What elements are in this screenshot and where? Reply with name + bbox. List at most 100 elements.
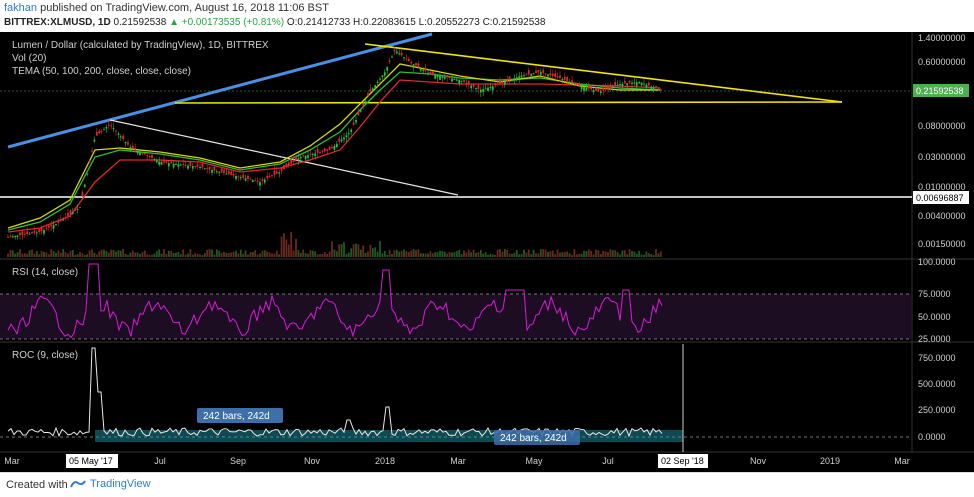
- candle-body: [57, 220, 60, 223]
- candle-body: [117, 133, 120, 135]
- candle-body: [88, 162, 91, 164]
- tema-yellow-line: [7, 63, 660, 229]
- volume-bar: [525, 252, 528, 257]
- candle-body: [299, 156, 302, 159]
- candle-body: [537, 69, 540, 73]
- candle-body: [292, 160, 295, 162]
- chart-area[interactable]: Lumen / Dollar (calculated by TradingVie…: [0, 32, 974, 472]
- candle-body: [179, 164, 182, 166]
- volume-bar: [417, 249, 420, 257]
- volume-bar: [55, 252, 57, 257]
- rsi-band: [0, 294, 912, 339]
- candle-body: [31, 232, 33, 234]
- volume-bar: [585, 251, 588, 257]
- volume-bar: [424, 253, 427, 257]
- candle-body: [213, 166, 216, 171]
- volume-bar: [295, 238, 297, 257]
- trendline-blue[interactable]: [7, 32, 433, 149]
- candle-body: [100, 130, 103, 132]
- volume-bar: [302, 249, 305, 257]
- tradingview-brand-text: TradingView: [90, 478, 151, 490]
- roc-line: [7, 347, 663, 438]
- candle-body: [163, 159, 165, 163]
- volume-bar: [76, 254, 79, 257]
- candle-body: [55, 224, 57, 225]
- volume-bar: [323, 252, 326, 257]
- price-axis[interactable]: 1.400000000.600000000.200000000.08000000…: [918, 33, 966, 249]
- candle-body: [619, 84, 621, 86]
- candle-body: [79, 206, 81, 208]
- candle-body: [196, 164, 199, 167]
- volume-bar: [429, 251, 432, 257]
- volume-bar: [482, 253, 485, 257]
- candle-body: [429, 72, 432, 75]
- volume-bar: [35, 251, 38, 257]
- candle-body: [50, 224, 53, 227]
- volume-bar: [33, 253, 36, 257]
- volume-bar: [153, 253, 156, 257]
- candle-body: [59, 219, 62, 222]
- triangle-lower-line[interactable]: [174, 101, 843, 104]
- volume-bar: [115, 251, 117, 257]
- volume-bar: [463, 250, 465, 257]
- candle-body: [359, 110, 362, 112]
- volume-bar: [247, 254, 249, 257]
- publication-line: fakhan published on TradingView.com, Aug…: [4, 2, 329, 14]
- candle-body: [21, 231, 24, 235]
- volume-bar: [278, 254, 281, 257]
- measure-badge-2: [494, 430, 580, 445]
- candle-body: [439, 76, 441, 80]
- volume-bar: [93, 252, 96, 257]
- volume-bar: [160, 253, 163, 257]
- candle-body: [494, 83, 497, 86]
- volume-bar: [254, 250, 257, 257]
- candle-body: [633, 82, 636, 84]
- candle-body: [153, 159, 156, 161]
- candle-body: [362, 104, 365, 106]
- roc-label: ROC (9, close): [12, 350, 78, 361]
- candle-body: [230, 171, 233, 175]
- time-axis[interactable]: Mar Jul Sep Nov 2018 Mar May Jul Nov 2019 Mar: [4, 456, 910, 466]
- rsi-tick-label: 25.0000: [918, 334, 951, 344]
- trendline-white[interactable]: [109, 119, 459, 196]
- candle-body: [511, 79, 513, 82]
- author-link[interactable]: fakhan: [4, 2, 38, 14]
- candle-body: [561, 78, 564, 80]
- volume-bar: [335, 251, 338, 257]
- last-price: 0.21592538: [113, 17, 167, 28]
- measure-range[interactable]: [95, 430, 683, 442]
- volume-bar: [470, 252, 473, 257]
- volume-bar: [393, 250, 396, 257]
- candle-body: [151, 155, 153, 158]
- volume-bar: [151, 254, 153, 257]
- volume-bar: [446, 253, 449, 257]
- chart-svg[interactable]: Lumen / Dollar (calculated by TradingVie…: [0, 32, 974, 472]
- tradingview-brand-link[interactable]: TradingView: [70, 478, 151, 490]
- triangle-upper-line[interactable]: [364, 43, 843, 103]
- candle-body: [7, 236, 9, 238]
- candle-body: [165, 161, 168, 163]
- candle-body: [568, 81, 571, 84]
- rsi-axis: 100.0000 75.0000 50.0000 25.0000: [918, 257, 956, 344]
- candle-body: [434, 75, 437, 79]
- volume-bar: [609, 249, 612, 257]
- volume-bar: [213, 254, 216, 257]
- candle-body: [182, 163, 185, 165]
- candle-body: [271, 175, 273, 177]
- volume-bar: [451, 252, 453, 257]
- candle-body: [657, 89, 660, 91]
- candle-body: [563, 76, 566, 80]
- volume-bar: [227, 253, 230, 257]
- candlestick-series[interactable]: [7, 46, 662, 240]
- candle-body: [124, 141, 127, 144]
- candle-body: [244, 178, 247, 181]
- volume-bar: [249, 252, 252, 257]
- volume-bar: [179, 254, 182, 257]
- time-tick-label: Mar: [894, 456, 910, 466]
- volume-bar: [561, 251, 564, 257]
- volume-bar: [616, 252, 619, 257]
- volume-bar: [508, 253, 511, 257]
- volume-bar: [643, 254, 645, 257]
- tradingview-logo-icon: [70, 480, 86, 488]
- candle-body: [573, 82, 576, 84]
